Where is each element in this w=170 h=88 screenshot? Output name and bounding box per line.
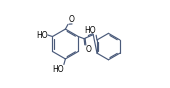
Text: HO: HO — [84, 26, 96, 35]
Text: HO: HO — [52, 65, 64, 74]
Text: HO: HO — [36, 31, 47, 40]
Text: O: O — [68, 15, 74, 24]
Text: O: O — [85, 45, 91, 54]
